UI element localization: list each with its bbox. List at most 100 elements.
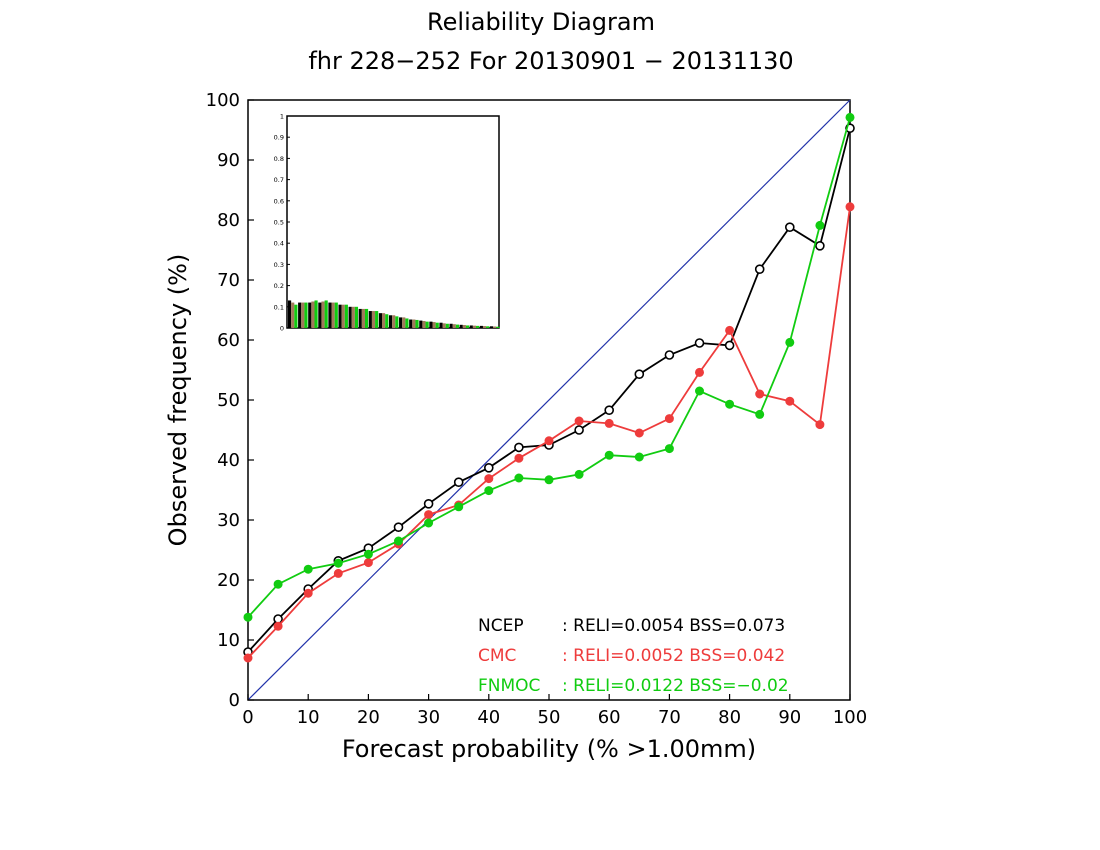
data-point-cmc (725, 325, 735, 335)
y-tick-label: 60 (217, 330, 240, 351)
y-tick-label: 50 (217, 390, 240, 411)
y-axis: 0 10 20 30 40 50 60 70 80 90 100 (206, 90, 254, 711)
inset-bar-fnmoc (324, 300, 328, 328)
inset-bar-fnmoc (496, 326, 500, 328)
data-point-cmc (273, 621, 283, 631)
data-point-fnmoc (755, 409, 765, 419)
inset-bar-fnmoc (334, 302, 338, 328)
inset-bar-ncep (439, 322, 443, 328)
inset-bar-cmc (462, 325, 466, 328)
x-tick-label: 40 (477, 707, 500, 728)
inset-bar-ncep (489, 326, 494, 328)
data-point-fnmoc (785, 337, 795, 347)
data-point-fnmoc (424, 518, 434, 528)
inset-bar-ncep (298, 302, 302, 328)
data-point-ncep (514, 442, 524, 453)
data-point-ncep (483, 462, 494, 473)
legend-stats-fnmoc: : RELI=0.0122 BSS=−0.02 (562, 676, 789, 696)
legend-name-cmc: CMC (478, 646, 516, 666)
y-tick-label: 80 (217, 210, 240, 231)
inset-bar-cmc (361, 308, 365, 328)
series-fnmoc (243, 112, 855, 622)
inset-y-axis: 0 0.1 0.2 0.3 0.4 0.5 0.6 0.7 0.8 0.9 1 (274, 113, 290, 333)
data-point-cmc (424, 510, 434, 520)
inset-bar-cmc (331, 302, 335, 328)
inset-bar-cmc (422, 321, 426, 328)
data-point-cmc (845, 202, 855, 212)
inset-bar-ncep (338, 304, 342, 328)
data-point-cmc (695, 367, 704, 377)
inset-bar-ncep (368, 311, 372, 328)
x-tick-label: 100 (833, 707, 867, 728)
inset-bar-fnmoc (486, 326, 490, 328)
perfect-reliability-line (247, 99, 851, 701)
inset-bar-fnmoc (395, 316, 399, 328)
data-point-fnmoc (303, 564, 313, 574)
series-cmc (243, 202, 855, 663)
inset-bar-fnmoc (445, 323, 449, 328)
inset-bar-cmc (412, 319, 416, 328)
inset-bar-cmc (371, 311, 376, 328)
data-point-cmc (785, 396, 795, 406)
inset-bar-ncep (288, 300, 292, 328)
data-point-fnmoc (845, 112, 855, 122)
inset-bar-ncep (409, 319, 413, 328)
y-tick-label: 40 (217, 450, 240, 471)
inset-bar-cmc (321, 301, 325, 328)
data-point-ncep (453, 477, 464, 488)
inset-y-tick-label: 0.7 (274, 176, 284, 184)
data-point-ncep (423, 498, 434, 509)
data-point-ncep (393, 522, 404, 533)
inset-bar-cmc (442, 323, 446, 328)
inset-y-tick-label: 0.6 (274, 197, 284, 205)
data-point-cmc (243, 653, 253, 663)
data-point-fnmoc (243, 612, 253, 622)
data-point-ncep (815, 241, 825, 251)
inset-bar-fnmoc (354, 306, 359, 328)
x-axis-label: Forecast probability (% >1.00mm) (342, 735, 756, 763)
data-point-cmc (544, 436, 554, 446)
inset-bar-ncep (308, 302, 312, 328)
x-tick-label: 20 (357, 707, 380, 728)
inset-bar-cmc (432, 322, 436, 328)
inset-bar-fnmoc (455, 324, 459, 328)
inset-bar-cmc (291, 302, 295, 328)
y-tick-label: 20 (217, 570, 240, 591)
x-tick-label: 10 (297, 707, 320, 728)
inset-y-tick-label: 0.4 (274, 240, 284, 248)
data-point-ncep (724, 340, 735, 351)
inset-bar-ncep (328, 302, 332, 328)
x-tick-label: 50 (538, 707, 561, 728)
y-tick-label: 30 (217, 510, 240, 531)
inset-bar-cmc (382, 313, 386, 328)
data-point-fnmoc (604, 450, 614, 460)
inset-y-tick-label: 1 (280, 113, 284, 121)
inset-bar-ncep (469, 325, 473, 328)
data-point-cmc (604, 418, 614, 428)
data-point-fnmoc (634, 452, 644, 462)
data-point-fnmoc (815, 220, 825, 230)
inset-bar-cmc (482, 326, 487, 328)
inset-bar-ncep (449, 323, 453, 328)
inset-bar-fnmoc (435, 322, 439, 328)
x-tick-label: 70 (658, 707, 681, 728)
inset-y-tick-label: 0.1 (274, 303, 284, 311)
inset-bar-ncep (348, 306, 352, 328)
inset-bar-ncep (429, 321, 433, 328)
inset-bar-cmc (351, 306, 355, 328)
y-tick-label: 90 (217, 150, 240, 171)
inset-frame (286, 115, 500, 329)
data-point-cmc (634, 428, 644, 438)
data-point-fnmoc (333, 558, 343, 568)
data-point-fnmoc (725, 399, 735, 409)
legend-name-ncep: NCEP (478, 616, 524, 636)
data-point-cmc (484, 474, 494, 484)
data-point-fnmoc (394, 536, 403, 546)
inset-y-tick-label: 0.8 (274, 155, 284, 163)
inset-bar-fnmoc (425, 321, 429, 328)
inset-bar-fnmoc (465, 325, 470, 328)
inset-bar-ncep (399, 317, 403, 328)
inset-bar-fnmoc (364, 308, 369, 328)
data-point-cmc (574, 416, 584, 426)
